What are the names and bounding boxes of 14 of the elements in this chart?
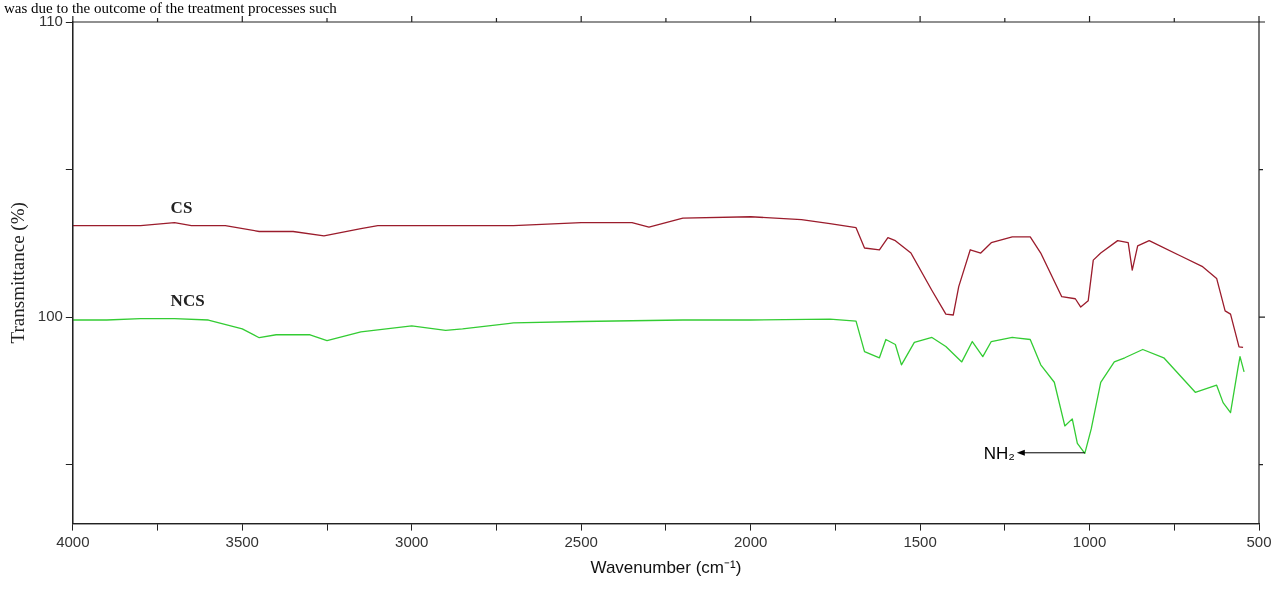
x-tick-label: 3000	[395, 532, 429, 550]
x-tick-label: 500	[1246, 532, 1272, 550]
x-tick-label: 4000	[56, 532, 90, 550]
x-tick-label: 2500	[564, 532, 598, 550]
y-tick-label: 100	[37, 307, 63, 325]
series-label: CS	[170, 198, 193, 218]
x-axis-title: Wavenumber (cm⁻¹)	[590, 558, 742, 578]
annotation: NH₂	[983, 444, 1015, 464]
series-label: NCS	[170, 291, 205, 311]
y-axis-title: Transmittance (%)	[7, 202, 30, 344]
x-tick-label: 3500	[225, 532, 259, 550]
x-tick-label: 2000	[733, 532, 768, 550]
x-tick-label: 1000	[1072, 532, 1107, 550]
x-tick-label: 1500	[903, 532, 937, 550]
